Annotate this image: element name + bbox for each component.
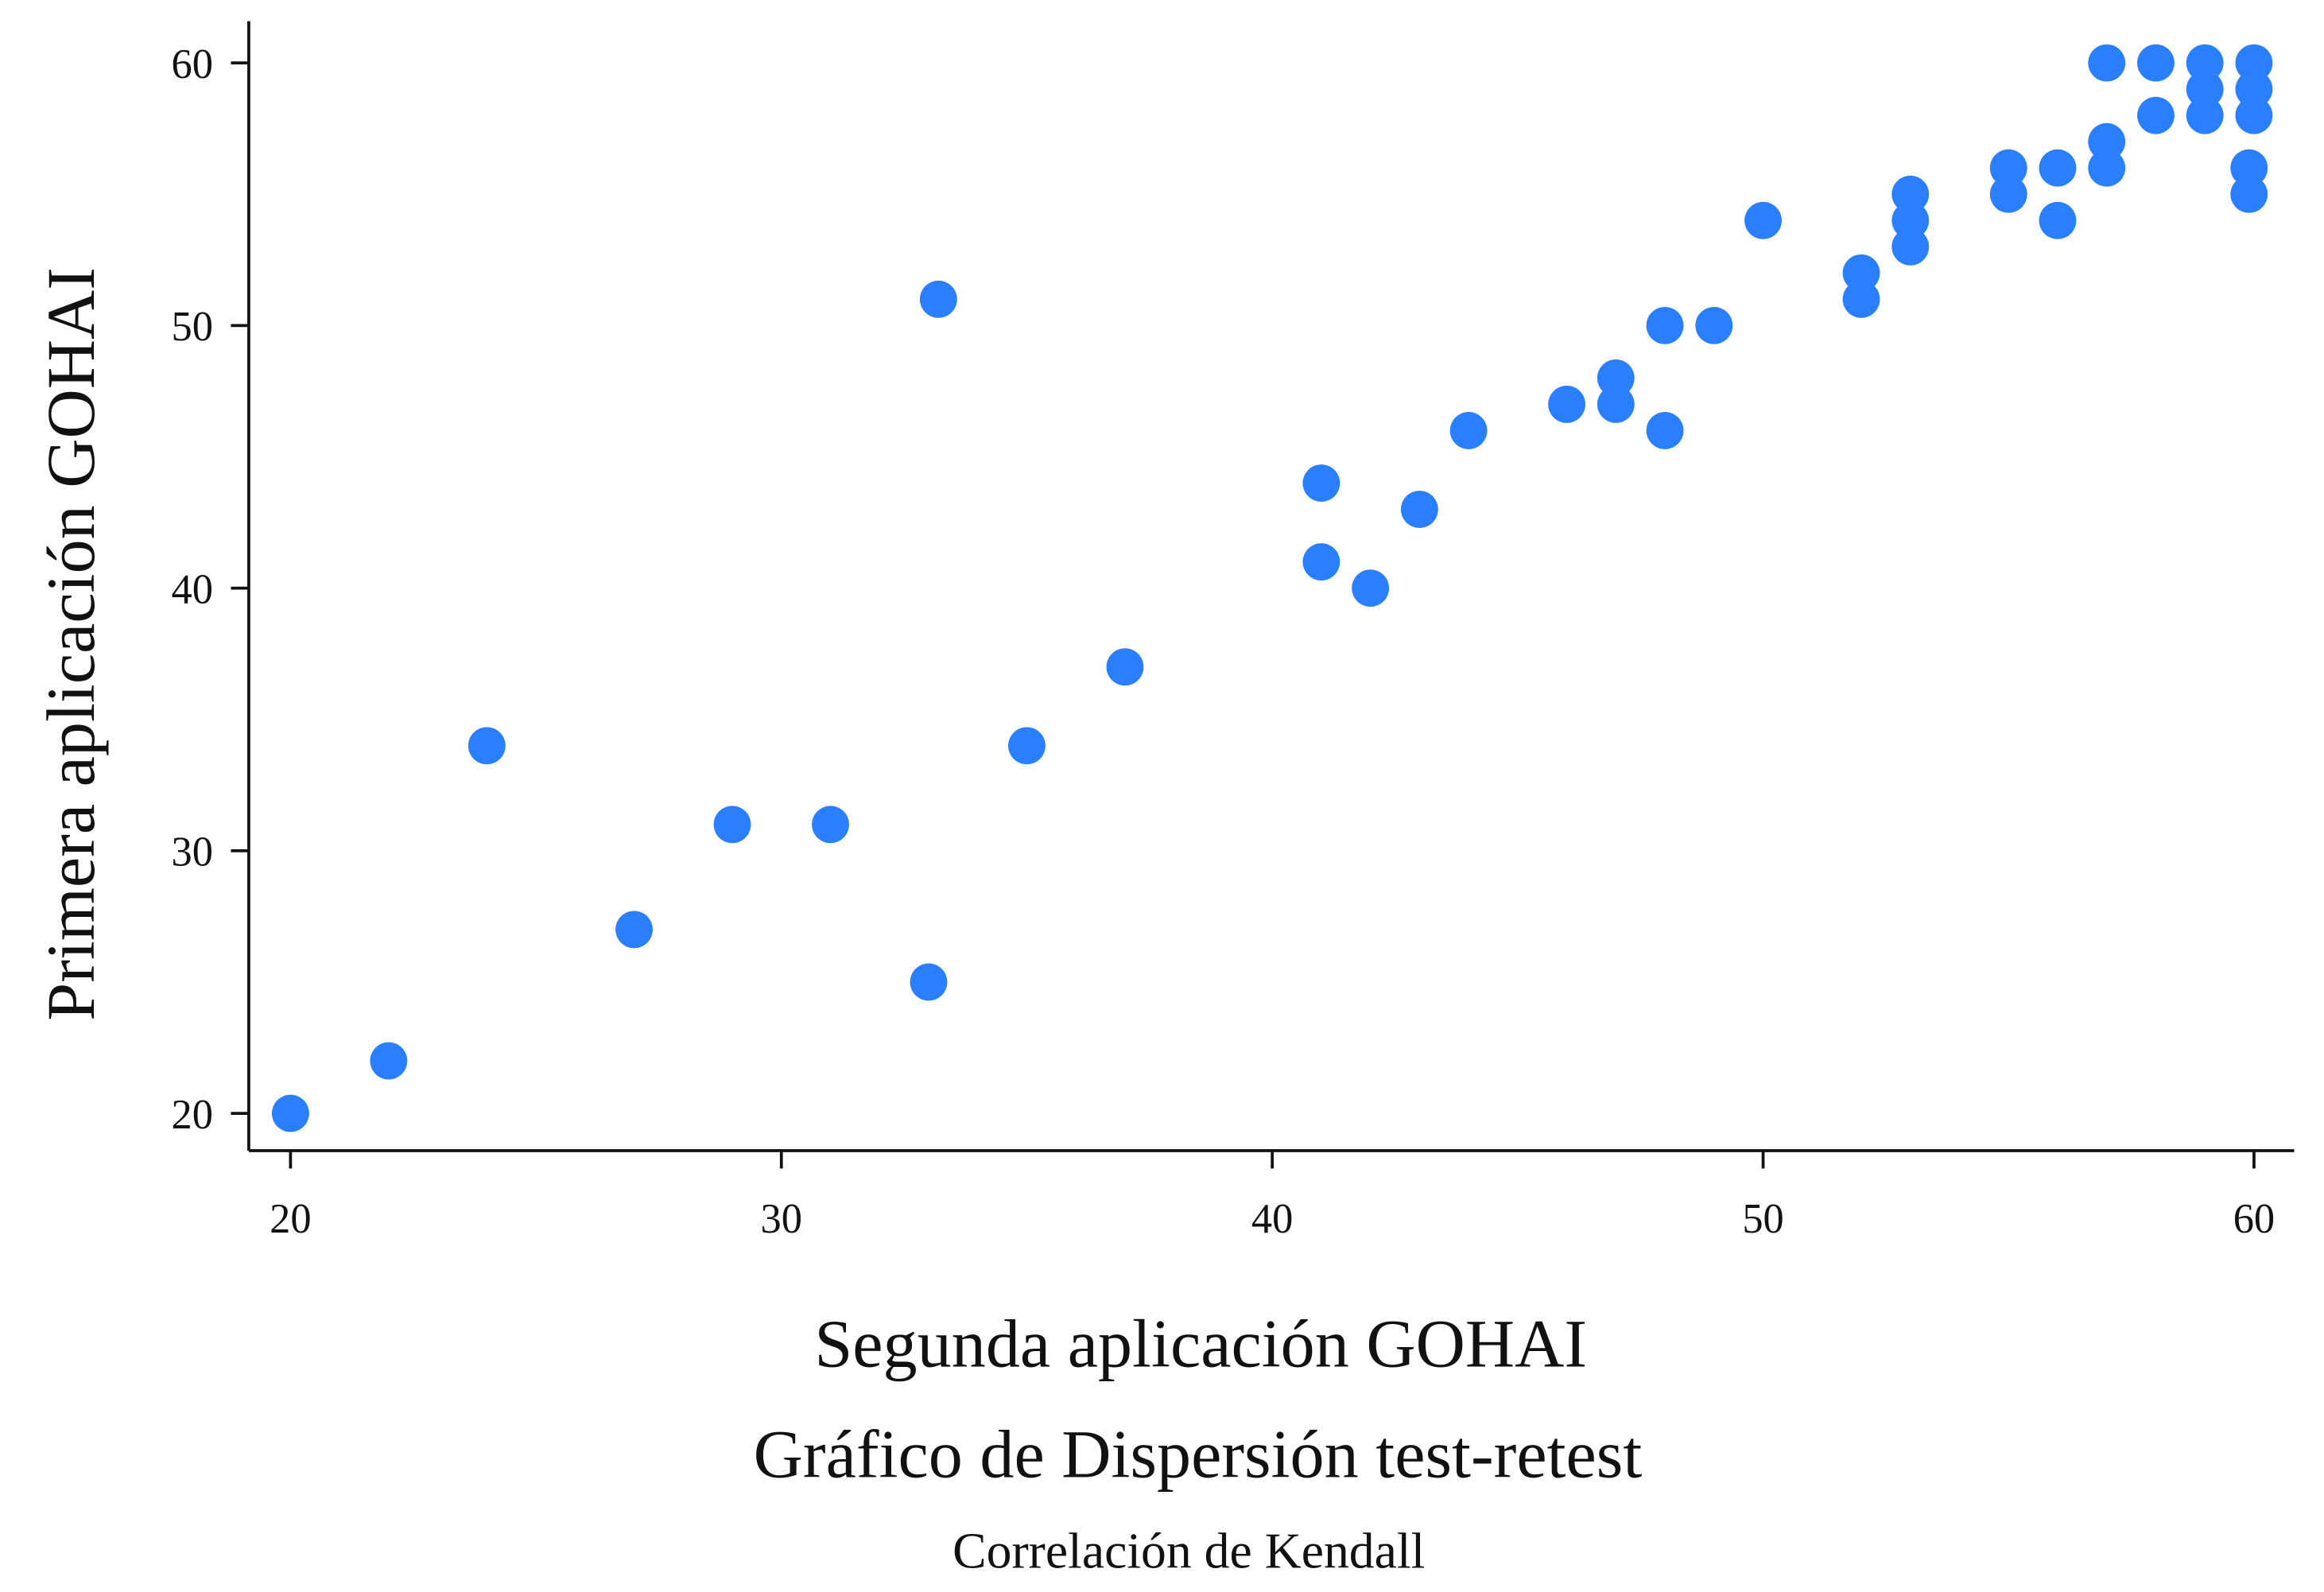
y-axis-ticks: 20 30 40 50 60 — [171, 41, 249, 1138]
x-tick-label: 40 — [1251, 1196, 1293, 1242]
data-point — [1744, 201, 1782, 239]
data-point — [468, 727, 506, 765]
data-points — [271, 44, 2273, 1132]
data-point — [2088, 122, 2126, 161]
data-point — [370, 1042, 408, 1080]
data-point — [1106, 648, 1144, 686]
y-tick-label: 50 — [171, 304, 212, 350]
data-point — [2088, 44, 2126, 82]
y-tick-label: 60 — [171, 41, 212, 87]
data-point — [1400, 491, 1438, 528]
data-point — [2137, 96, 2175, 134]
data-point — [812, 806, 849, 844]
data-point — [2235, 70, 2273, 108]
data-point — [2230, 175, 2268, 213]
data-point — [1008, 727, 1046, 765]
data-point — [2235, 96, 2273, 134]
data-point — [1646, 412, 1684, 449]
data-point — [1302, 543, 1340, 581]
data-point — [2039, 149, 2077, 187]
x-axis-label: Segunda aplicación GOHAI — [814, 1306, 1587, 1382]
data-point — [1597, 359, 1635, 397]
data-point — [1891, 175, 1930, 213]
data-point — [2235, 44, 2273, 82]
x-axis-ticks: 20 30 40 50 60 — [270, 1150, 2275, 1242]
data-point — [1449, 412, 1488, 449]
y-tick-label: 20 — [171, 1092, 212, 1138]
data-point — [1891, 201, 1930, 239]
chart-title: Gráfico de Dispersión test-retest — [754, 1415, 1643, 1492]
data-point — [1646, 306, 1684, 344]
data-point — [1989, 175, 2027, 213]
data-point — [2186, 44, 2224, 82]
data-point — [615, 911, 653, 949]
data-point — [2137, 44, 2175, 82]
y-tick-label: 40 — [171, 566, 212, 612]
data-point — [1891, 227, 1930, 266]
data-point — [2088, 149, 2126, 187]
data-point — [1989, 149, 2027, 187]
x-tick-label: 50 — [1742, 1196, 1783, 1242]
data-point — [910, 963, 948, 1001]
x-tick-label: 60 — [2233, 1196, 2275, 1242]
data-point — [1842, 254, 1880, 292]
data-point — [1302, 464, 1340, 502]
x-tick-label: 20 — [270, 1196, 311, 1242]
y-tick-label: 30 — [171, 829, 212, 876]
data-point — [1842, 280, 1880, 318]
chart-subtitle: Correlación de Kendall — [952, 1523, 1425, 1579]
y-axis-label: Primera aplicación GOHAI — [33, 267, 109, 1021]
data-point — [2039, 201, 2077, 239]
data-point — [919, 280, 957, 318]
data-point — [713, 806, 751, 844]
data-point — [2230, 149, 2268, 187]
data-point — [271, 1094, 309, 1132]
x-tick-label: 30 — [761, 1196, 802, 1242]
data-point — [1695, 306, 1733, 344]
data-point — [1352, 569, 1390, 608]
data-point — [2186, 70, 2224, 108]
data-point — [1548, 386, 1586, 423]
data-point — [2186, 96, 2224, 134]
data-point — [1597, 386, 1635, 423]
